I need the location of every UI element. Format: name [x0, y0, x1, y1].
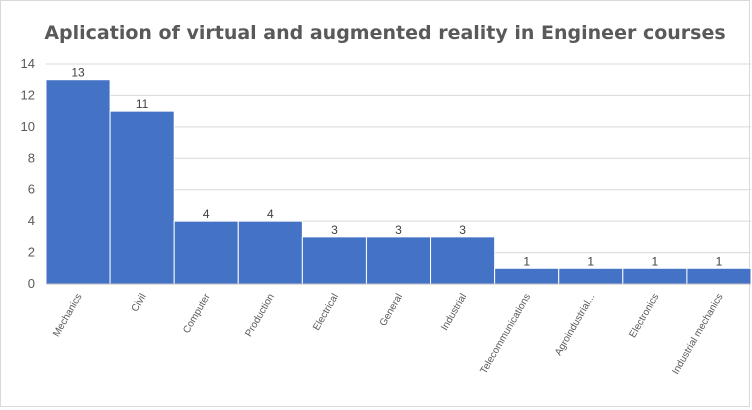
bar-agroindustrial [558, 267, 624, 285]
y-tick-label: 6 [28, 182, 35, 197]
bar-electronics [622, 267, 688, 285]
data-label: 1 [652, 254, 659, 268]
bar-civil [109, 110, 175, 285]
data-label: 1 [587, 254, 594, 268]
y-tick-label: 14 [21, 56, 35, 71]
bar-production [237, 220, 303, 285]
data-label: 3 [331, 223, 338, 237]
data-label: 4 [267, 207, 274, 221]
x-tick-label: Telecommunications [478, 292, 533, 376]
data-label: 11 [136, 97, 149, 111]
x-tick-label: Industrial [439, 292, 469, 333]
x-tick-label: General [378, 292, 405, 328]
x-tick-label: Computer [181, 291, 213, 335]
bar-electrical [301, 236, 367, 285]
bar-general [365, 236, 432, 285]
bar-telecommunications [494, 267, 560, 285]
bar-computer [173, 220, 239, 285]
bar-mechanics [45, 79, 111, 285]
data-label: 4 [203, 207, 210, 221]
x-tick-label: Industrial mechanics [670, 292, 725, 376]
y-axis-ticks: 0 2 4 6 8 10 12 14 [21, 56, 35, 291]
x-tick-label: Mechanics [51, 292, 84, 339]
x-tick-label: Agroindustrial... [553, 292, 597, 358]
x-axis-ticks: Mechanics Civil Computer Production Electric… [51, 291, 725, 376]
y-tick-label: 4 [28, 213, 35, 228]
x-tick-label: Electrical [311, 292, 341, 333]
y-tick-label: 10 [21, 119, 35, 134]
data-label: 3 [459, 223, 466, 237]
y-tick-label: 0 [28, 276, 35, 291]
data-label: 13 [71, 66, 85, 80]
x-tick-label: Civil [130, 292, 149, 314]
data-label: 1 [523, 254, 530, 268]
y-tick-label: 8 [28, 150, 35, 165]
x-tick-label: Production [243, 292, 276, 339]
y-tick-label: 12 [21, 87, 35, 102]
data-label: 3 [395, 223, 402, 237]
x-tick-label: Electronics [627, 292, 661, 340]
bars [45, 79, 752, 285]
chart-title: Aplication of virtual and augmented real… [44, 22, 725, 44]
y-tick-label: 2 [28, 245, 35, 260]
data-label: 1 [716, 254, 723, 268]
bar-industrial-mechanics [686, 267, 752, 285]
bar-industrial [430, 236, 496, 285]
